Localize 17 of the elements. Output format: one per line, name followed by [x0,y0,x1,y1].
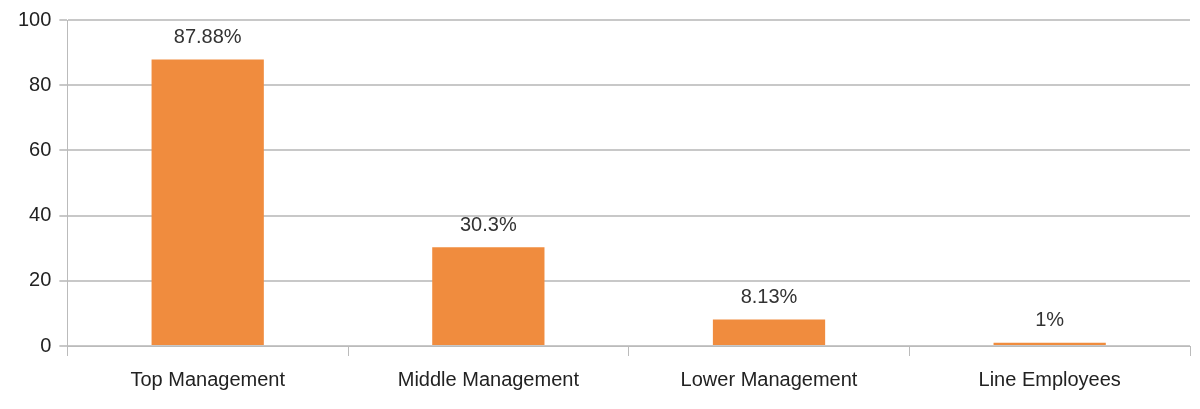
y-tick-label: 20 [29,268,52,291]
data-label: 87.88% [173,25,242,48]
x-tick-label: Lower Management [680,367,858,390]
y-tick-label: 100 [17,7,52,30]
data-label: 1% [1035,308,1065,331]
x-tick-label: Line Employees [978,367,1121,390]
data-label: 30.3% [460,212,517,235]
y-tick-label: 40 [29,203,52,226]
x-tick-label: Top Management [130,367,286,390]
y-tick-label: 0 [40,333,52,356]
bar [151,59,264,345]
bar [712,319,826,345]
y-tick-label: 60 [29,137,52,160]
y-tick-label: 80 [29,72,52,95]
x-tick-label: Middle Management [397,367,580,390]
bar [432,247,545,345]
data-label: 8.13% [740,285,798,308]
